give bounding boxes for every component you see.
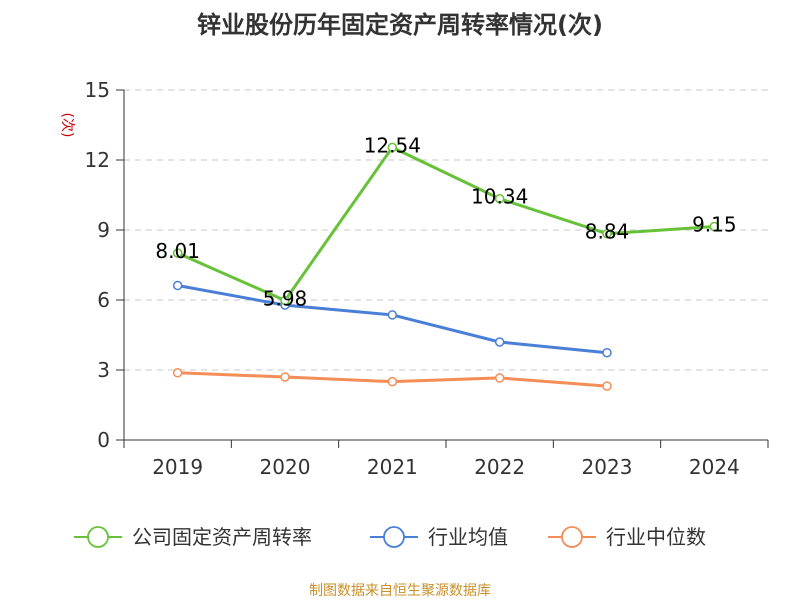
series-line	[177, 145, 715, 302]
legend-item: 公司固定资产周转率	[74, 525, 312, 549]
legend-item: 行业均值	[370, 525, 508, 549]
axes: 0 3 6 9 12 15 2019 2020 2021 2022 2023 2024	[85, 78, 769, 479]
data-point	[387, 376, 398, 387]
series-1	[172, 280, 612, 358]
data-point	[709, 221, 720, 232]
y-tick-label: 3	[97, 358, 110, 382]
x-tick-label: 2024	[689, 455, 740, 479]
data-point	[280, 372, 290, 382]
data-label: 8.84	[585, 220, 630, 244]
data-labels: 8.01 5.98 12.54 10.34 8.84 9.15	[155, 133, 736, 310]
data-point	[494, 193, 505, 204]
legend-swatch-marker	[87, 526, 109, 548]
data-label: 5.98	[263, 286, 308, 310]
x-tick-label: 2020	[260, 455, 311, 479]
data-point	[172, 280, 183, 291]
data-point	[387, 142, 398, 153]
y-tick-label: 15	[85, 78, 110, 102]
data-point	[494, 373, 505, 383]
y-axis-label: (次)	[59, 113, 75, 138]
legend-label: 公司固定资产周转率	[132, 525, 312, 549]
data-label: 12.54	[364, 133, 421, 157]
x-tick-label: 2019	[152, 455, 203, 479]
data-label: 9.15	[692, 213, 737, 237]
y-tick-label: 0	[97, 428, 110, 452]
data-point	[387, 310, 398, 320]
legend-swatch-marker	[383, 526, 405, 548]
y-tick-label: 9	[97, 218, 110, 242]
data-point	[602, 381, 612, 391]
data-point	[172, 248, 183, 258]
source-note: 制图数据来自恒生聚源数据库	[309, 583, 491, 599]
data-label: 10.34	[471, 185, 528, 209]
legend-label: 行业中位数	[606, 525, 706, 549]
y-tick-label: 12	[85, 148, 110, 172]
gridlines	[124, 89, 768, 371]
data-point	[280, 295, 290, 306]
y-tick-label: 6	[97, 288, 110, 312]
series-0	[172, 142, 720, 306]
x-tick-label: 2022	[474, 455, 525, 479]
data-label: 8.01	[155, 239, 200, 263]
chart-title: 锌业股份历年固定资产周转率情况(次)	[197, 11, 603, 39]
x-tick-label: 2023	[582, 455, 633, 479]
series-2	[172, 368, 612, 391]
legend-item: 行业中位数	[548, 525, 706, 549]
data-point	[172, 368, 183, 378]
legend-swatch-marker	[561, 526, 583, 548]
series-lines	[172, 142, 720, 391]
x-tick-label: 2021	[367, 455, 418, 479]
data-point	[494, 337, 505, 347]
data-point	[602, 347, 612, 358]
data-point	[602, 228, 612, 239]
legend-label: 行业均值	[428, 525, 508, 549]
legend: 公司固定资产周转率 行业均值 行业中位数	[74, 525, 706, 549]
